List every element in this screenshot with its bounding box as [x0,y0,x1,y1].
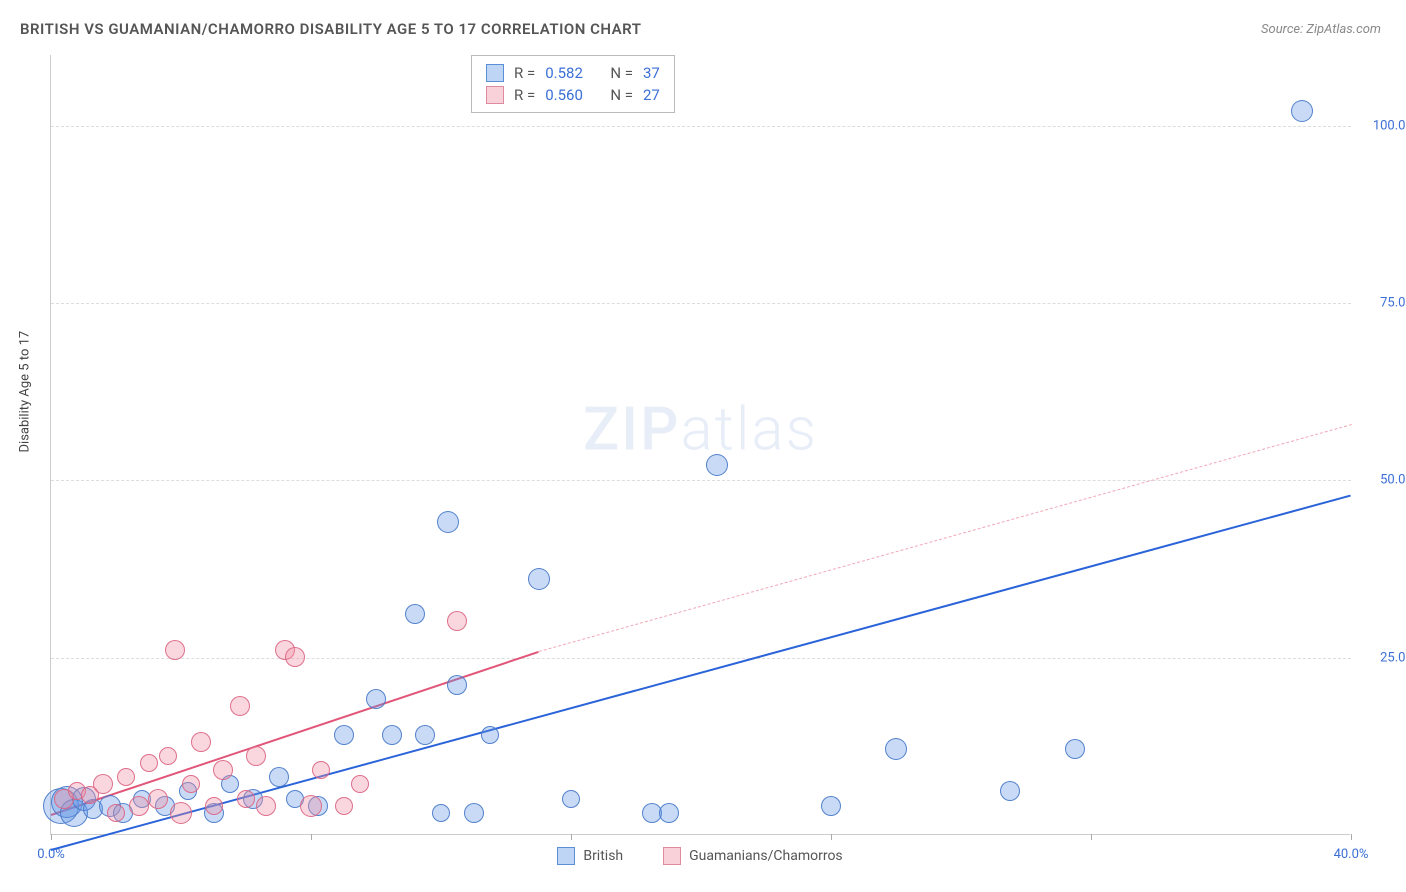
data-point [382,725,402,745]
data-point [481,726,499,744]
watermark-light: atlas [680,393,818,464]
gridline [51,126,1351,127]
data-point [1065,739,1085,759]
watermark: ZIPatlas [583,393,818,464]
data-point [464,803,484,823]
legend-n-value: 37 [643,64,660,82]
data-point [335,797,353,815]
swatch-blue-icon [557,847,575,865]
legend-r-value: 0.560 [545,86,583,104]
legend-n-label: N = [610,86,633,104]
x-tick [1351,834,1352,840]
data-point [117,768,135,786]
data-point [107,804,125,822]
legend-n-label: N = [610,64,633,82]
data-point [269,767,289,787]
data-point [159,747,177,765]
x-tick [311,834,312,840]
data-point [148,789,168,809]
data-point [170,802,192,824]
chart-area: ZIPatlas R = 0.582 N = 37 R = 0.560 N = … [50,55,1350,835]
data-point [415,725,435,745]
legend-label: Guamanians/Chamorros [689,848,843,864]
data-point [821,796,841,816]
gridline [51,658,1351,659]
plot-region: ZIPatlas R = 0.582 N = 37 R = 0.560 N = … [50,55,1350,835]
data-point [706,454,728,476]
swatch-pink-icon [663,847,681,865]
legend-r-label: R = [514,64,535,82]
correlation-legend: R = 0.582 N = 37 R = 0.560 N = 27 [471,55,675,113]
y-axis-label: Disability Age 5 to 17 [18,331,33,453]
data-point [1291,100,1313,122]
data-point [300,795,322,817]
legend-row-guamanian: R = 0.560 N = 27 [486,84,660,106]
series-legend: British Guamanians/Chamorros [50,847,1350,865]
data-point [237,790,255,808]
data-point [256,796,276,816]
data-point [182,775,200,793]
data-point [205,797,223,815]
data-point [213,760,233,780]
y-tick-label: 100.0% [1373,118,1406,133]
data-point [93,774,113,794]
data-point [405,604,425,624]
legend-r-label: R = [514,86,535,104]
data-point [129,796,149,816]
data-point [366,689,386,709]
data-point [165,640,185,660]
x-tick [1091,834,1092,840]
data-point [140,754,158,772]
data-point [1000,781,1020,801]
legend-row-british: R = 0.582 N = 37 [486,62,660,84]
data-point [437,511,459,533]
data-point [351,775,369,793]
data-point [312,761,330,779]
data-point [285,647,305,667]
swatch-blue-icon [486,64,504,82]
y-tick-label: 50.0% [1380,473,1406,488]
x-tick [571,834,572,840]
data-point [447,675,467,695]
data-point [659,803,679,823]
legend-item-guamanian: Guamanians/Chamorros [663,847,843,865]
data-point [246,746,266,766]
y-tick-label: 75.0% [1380,296,1406,311]
watermark-bold: ZIP [583,393,680,464]
x-tick [51,834,52,840]
data-point [230,696,250,716]
swatch-pink-icon [486,86,504,104]
data-point [191,732,211,752]
chart-title: BRITISH VS GUAMANIAN/CHAMORRO DISABILITY… [20,20,641,38]
source-attribution: Source: ZipAtlas.com [1261,22,1381,37]
legend-label: British [583,848,623,864]
data-point [885,738,907,760]
data-point [528,568,550,590]
trend-line [538,424,1351,653]
legend-r-value: 0.582 [545,64,583,82]
legend-item-british: British [557,847,623,865]
y-tick-label: 25.0% [1380,650,1406,665]
data-point [447,611,467,631]
data-point [334,725,354,745]
gridline [51,303,1351,304]
data-point [562,790,580,808]
legend-n-value: 27 [643,86,660,104]
x-tick [831,834,832,840]
data-point [432,804,450,822]
